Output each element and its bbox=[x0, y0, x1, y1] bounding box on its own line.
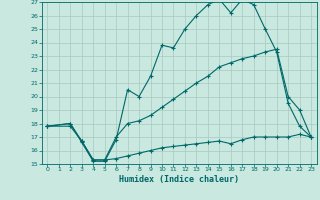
X-axis label: Humidex (Indice chaleur): Humidex (Indice chaleur) bbox=[119, 175, 239, 184]
